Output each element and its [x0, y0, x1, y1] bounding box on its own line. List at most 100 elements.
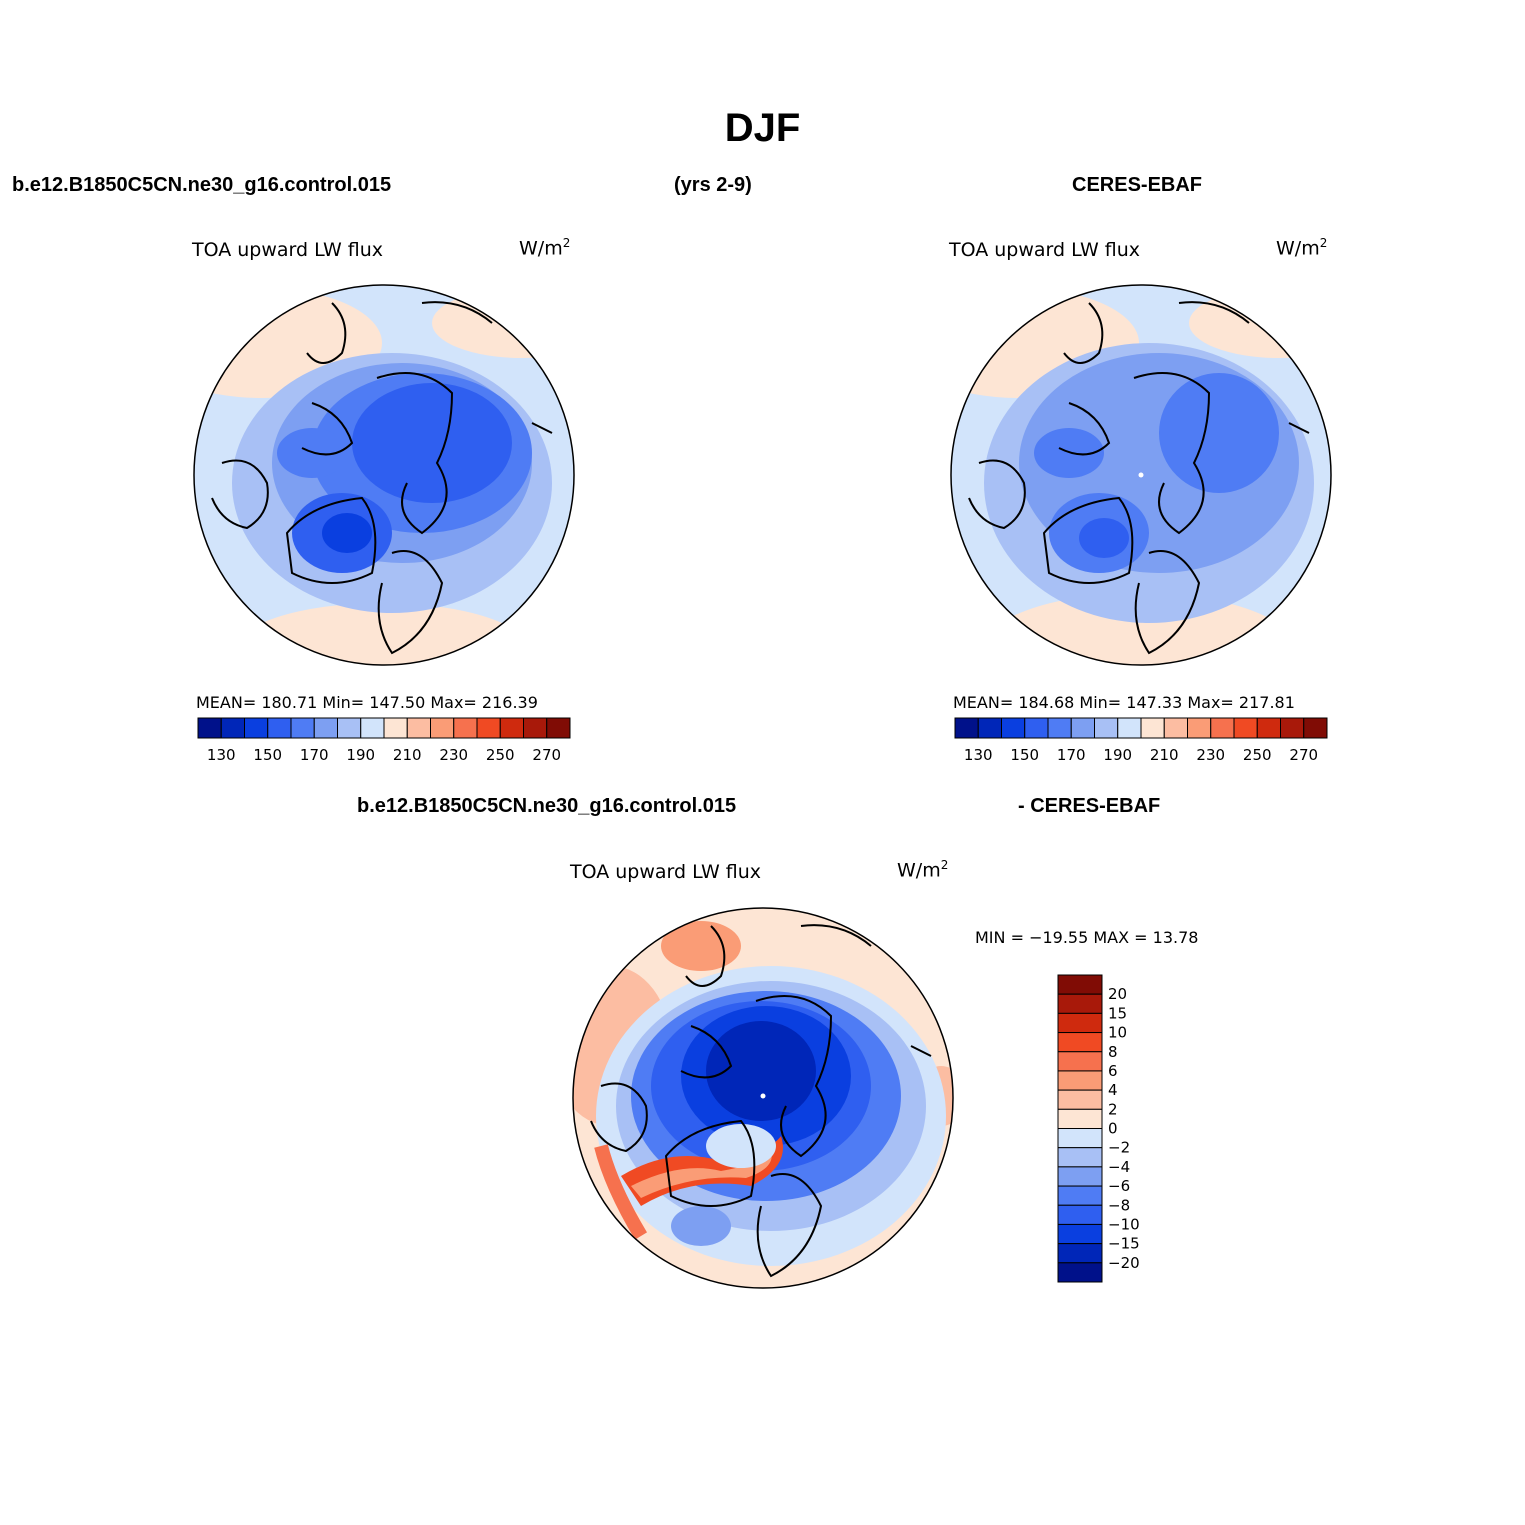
diff-colorbar-swatch	[1057, 1204, 1103, 1225]
model-colorbar-label: 210	[393, 746, 422, 764]
obs-colorbar-swatch	[1210, 717, 1235, 739]
obs-colorbar-swatch	[1094, 717, 1119, 739]
diff-colorbar-label: 10	[1108, 1024, 1127, 1042]
model-colorbar-label: 130	[207, 746, 236, 764]
main-title: DJF	[724, 106, 801, 150]
diff-colorbar-swatch	[1057, 1032, 1103, 1053]
model-colorbar-swatch	[220, 717, 245, 739]
model-colorbar-label: 150	[253, 746, 282, 764]
diff-panel-title: TOA upward LW flux	[570, 861, 762, 883]
model-colorbar-swatch	[430, 717, 455, 739]
diff-colorbar-swatch	[1057, 1012, 1103, 1034]
diff-colorbar-label: −6	[1108, 1177, 1130, 1195]
diff-colorbar-label: −8	[1108, 1196, 1130, 1214]
diff-colorbar-label: 6	[1108, 1062, 1118, 1080]
obs-panel-stats: MEAN= 184.68 Min= 147.33 Max= 217.81	[953, 693, 1295, 712]
diff-colorbar-swatch	[1057, 1223, 1103, 1245]
model-colorbar-swatch	[337, 717, 362, 739]
model-colorbar-swatch	[197, 717, 222, 739]
diff-panel-stats: MIN = −19.55 MAX = 13.78	[975, 928, 1199, 947]
model-polar-map	[193, 284, 575, 666]
model-colorbar-swatch	[383, 717, 408, 739]
diff-colorbar-label: −4	[1108, 1158, 1130, 1176]
model-colorbar-swatch	[546, 717, 571, 739]
diff-header-case: b.e12.B1850C5CN.ne30_g16.control.015	[357, 795, 737, 817]
model-colorbar-swatch	[499, 717, 524, 739]
model-colorbar-swatch	[360, 717, 385, 739]
obs-colorbar-swatch	[977, 717, 1002, 739]
diff-colorbar-label: −10	[1108, 1215, 1140, 1233]
obs-colorbar-label: 270	[1289, 746, 1318, 764]
model-colorbar: 130 150 170 190 210 230 250 270	[197, 717, 571, 764]
obs-colorbar-swatch	[1280, 717, 1305, 739]
diff-colorbar-swatch	[1057, 1185, 1103, 1206]
diff-colorbar-label: −20	[1108, 1254, 1140, 1272]
obs-panel-title: TOA upward LW flux	[949, 239, 1141, 261]
obs-polar-map	[950, 284, 1332, 666]
diff-colorbar-swatch	[1057, 1147, 1103, 1168]
model-colorbar-label: 250	[486, 746, 515, 764]
obs-colorbar-swatch	[954, 717, 979, 739]
diff-header-obs: - CERES-EBAF	[1018, 795, 1161, 817]
obs-colorbar-swatch	[1303, 717, 1328, 739]
model-colorbar-swatch	[290, 717, 315, 739]
obs-colorbar-swatch	[1163, 717, 1188, 739]
obs-colorbar-swatch	[1140, 717, 1165, 739]
model-panel-title: TOA upward LW flux	[192, 239, 384, 261]
model-panel-stats: MEAN= 180.71 Min= 147.50 Max= 216.39	[196, 693, 538, 712]
diff-colorbar-label: 2	[1108, 1100, 1118, 1118]
diff-colorbar-swatch	[1057, 1051, 1103, 1072]
obs-colorbar-swatch	[1256, 717, 1281, 739]
obs-colorbar-label: 130	[964, 746, 993, 764]
obs-colorbar-label: 210	[1150, 746, 1179, 764]
obs-colorbar-label: 230	[1196, 746, 1225, 764]
obs-colorbar-swatch	[1070, 717, 1095, 739]
obs-colorbar-label: 170	[1057, 746, 1086, 764]
header-obs-name: CERES-EBAF	[1072, 174, 1203, 196]
obs-panel-units: W/m2	[1276, 236, 1328, 260]
obs-colorbar-swatch	[1233, 717, 1258, 739]
diff-colorbar-swatch	[1057, 1128, 1103, 1149]
obs-colorbar-swatch	[1117, 717, 1142, 739]
model-panel-units: W/m2	[519, 236, 571, 260]
obs-colorbar-label: 190	[1103, 746, 1132, 764]
diff-colorbar-swatch	[1057, 974, 1103, 995]
model-colorbar-swatch	[267, 717, 292, 739]
obs-colorbar-swatch	[1024, 717, 1049, 739]
obs-colorbar: 130 150 170 190 210 230 250 270	[954, 717, 1328, 764]
diff-colorbar-label: −2	[1108, 1139, 1130, 1157]
diff-colorbar-label: 4	[1108, 1081, 1118, 1099]
obs-colorbar-swatch	[1001, 717, 1026, 739]
diff-colorbar-label: 0	[1108, 1120, 1118, 1138]
diff-colorbar-swatch	[1057, 1262, 1103, 1283]
model-colorbar-swatch	[406, 717, 431, 739]
model-colorbar-label: 190	[346, 746, 375, 764]
obs-colorbar-swatch	[1047, 717, 1072, 739]
diff-colorbar-label: 20	[1108, 985, 1127, 1003]
obs-colorbar-swatch	[1187, 717, 1212, 739]
model-colorbar-label: 270	[532, 746, 561, 764]
diff-colorbar-label: 15	[1108, 1004, 1127, 1022]
diff-colorbar-swatch	[1057, 1089, 1103, 1110]
diff-panel-units: W/m2	[897, 858, 949, 882]
diff-colorbar-swatch	[1057, 1243, 1103, 1264]
model-colorbar-label: 170	[300, 746, 329, 764]
model-colorbar-swatch	[476, 717, 501, 739]
diff-colorbar-label: 8	[1108, 1043, 1118, 1061]
model-colorbar-swatch	[523, 717, 548, 739]
diff-colorbar-label: −15	[1108, 1235, 1140, 1253]
header-years: (yrs 2-9)	[674, 174, 752, 196]
model-colorbar-swatch	[453, 717, 478, 739]
model-colorbar-label: 230	[439, 746, 468, 764]
header-case-name: b.e12.B1850C5CN.ne30_g16.control.015	[12, 174, 392, 196]
model-colorbar-swatch	[313, 717, 338, 739]
diff-colorbar-swatch	[1057, 1108, 1103, 1129]
diff-polar-map	[572, 907, 954, 1289]
diff-colorbar-swatch	[1057, 1070, 1103, 1091]
obs-colorbar-label: 150	[1010, 746, 1039, 764]
diff-colorbar-swatch	[1057, 1166, 1103, 1187]
model-colorbar-swatch	[244, 717, 269, 739]
obs-colorbar-label: 250	[1243, 746, 1272, 764]
diff-colorbar-swatch	[1057, 993, 1103, 1014]
